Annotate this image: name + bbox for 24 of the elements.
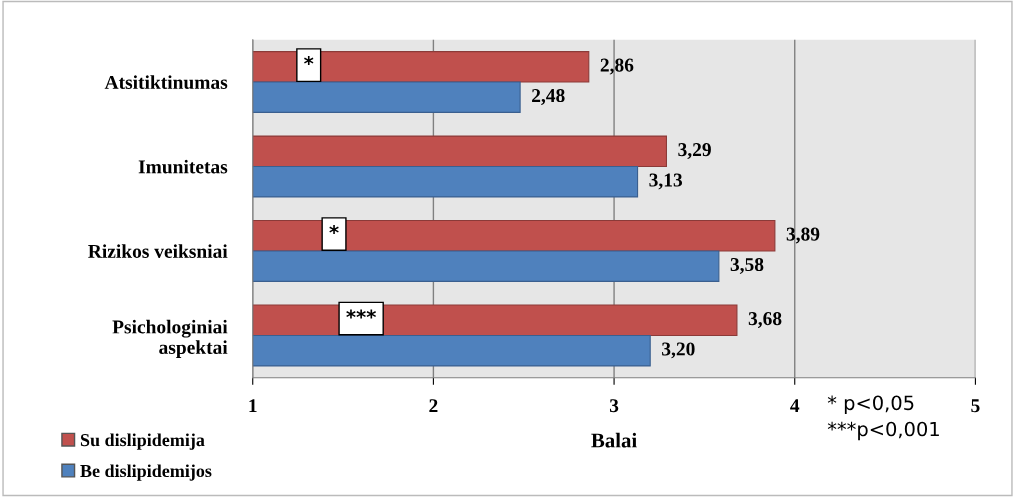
y-tick-label: Rizikos veiksniai bbox=[88, 244, 228, 258]
annotation: * bbox=[304, 56, 314, 66]
data-label: 3,58 bbox=[730, 257, 764, 274]
data-label: 2,86 bbox=[600, 58, 634, 75]
annotation: *** bbox=[346, 309, 376, 319]
y-tick-label: Atsitiktinumas bbox=[104, 75, 228, 89]
x-tick-label: 3 bbox=[609, 399, 619, 413]
x-tick-label: 4 bbox=[790, 399, 800, 413]
data-label: 3,29 bbox=[678, 143, 711, 159]
x-axis-title: Balai bbox=[591, 432, 637, 448]
text: * p<0,05 ***p<0,001 bbox=[827, 395, 939, 441]
data-label: 3,89 bbox=[786, 227, 820, 244]
data-label: 2,48 bbox=[532, 88, 565, 105]
data-label: 3,20 bbox=[662, 342, 695, 359]
y-tick-label: Imunitetas bbox=[138, 159, 228, 174]
legend-label: Su dislipidemija bbox=[80, 433, 205, 450]
data-label: 3,13 bbox=[649, 173, 683, 190]
legend-label: Be dislipidemijos bbox=[80, 464, 212, 481]
annotation: * bbox=[329, 225, 339, 235]
data-label: 3,68 bbox=[748, 312, 782, 328]
x-tick-label: 2 bbox=[429, 399, 438, 413]
y-tick-label: Psichologiniai aspektai bbox=[112, 319, 228, 358]
x-tick-label: 1 bbox=[249, 399, 257, 413]
x-tick-label: 5 bbox=[971, 399, 980, 413]
